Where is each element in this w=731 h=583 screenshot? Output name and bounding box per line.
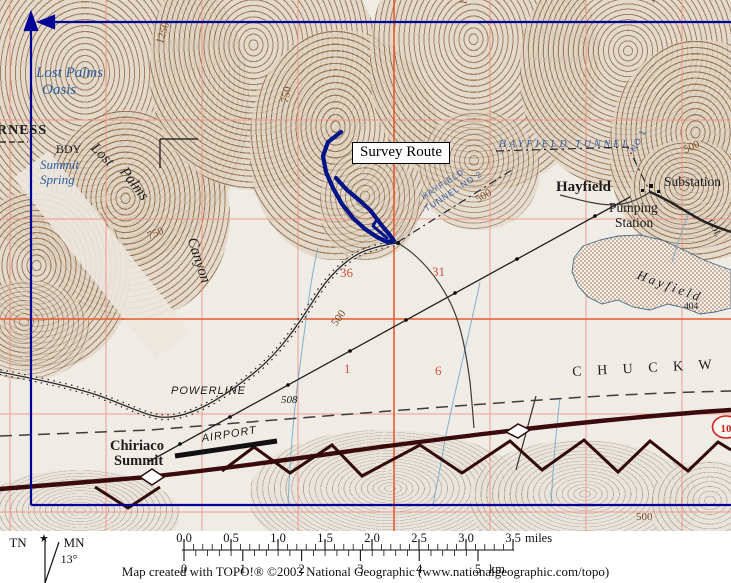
utm-grid	[0, 0, 731, 531]
label-pumping-2: Station	[615, 215, 654, 230]
label-wilderness: RNESS	[0, 123, 48, 138]
label-chiriaco-1: Chiriaco	[110, 438, 164, 454]
mn-label: MN	[64, 535, 86, 550]
credit-line: Map created with TOPO!® ©2003 National G…	[121, 564, 610, 579]
label-tunnel1: HAYFIELD TUNNEL	[499, 139, 631, 150]
scale-ruler	[182, 539, 514, 561]
section-36: 36	[340, 265, 353, 280]
label-powerline: POWERLINE	[171, 385, 247, 397]
map-area[interactable]: 10 Lost Palms Oasis RNESS BDY Summit Spr…	[0, 0, 731, 531]
svg-text:4: 4	[416, 562, 423, 576]
survey-route-path[interactable]	[320, 129, 397, 245]
svg-text:2.5: 2.5	[411, 531, 427, 545]
section-31: 31	[432, 264, 445, 279]
label-spot-508: 508	[281, 394, 298, 406]
label-lost-palms-oasis-2: Oasis	[42, 82, 77, 98]
neatline	[23, 9, 731, 507]
svg-text:2.0: 2.0	[364, 531, 380, 545]
declination-angle: 13°	[61, 552, 78, 566]
scale-miles-labels: 0.0 0.5 1.0 1.5 2.0 2.5 3.0 3.5 miles	[176, 531, 552, 545]
zigzag-line	[94, 438, 731, 510]
label-lake-elev: 404	[684, 302, 699, 312]
interstate-10-shield: 10	[711, 415, 731, 439]
tn-label: TN	[9, 535, 27, 550]
runway	[174, 438, 278, 459]
section-6: 6	[435, 363, 442, 378]
north-arrow-icon	[23, 9, 39, 32]
hayfield-lake	[571, 234, 731, 315]
section-1: 1	[344, 361, 351, 376]
contour-500-d: 500	[636, 511, 653, 523]
hills-route-knob	[320, 150, 420, 260]
hills-left-small	[0, 280, 90, 380]
boundary-marks	[0, 138, 198, 168]
label-pumping-1: Pumping	[609, 200, 658, 215]
svg-text:1.5: 1.5	[317, 531, 333, 545]
interchange-symbols	[138, 423, 532, 486]
svg-text:3.5: 3.5	[505, 531, 521, 545]
map-footer: ★ TN MN 13°	[0, 531, 731, 583]
aqueduct-east	[649, 190, 731, 234]
label-lost-palms-oasis-1: Lost Palms	[36, 65, 104, 81]
boundary-dashed-line	[0, 390, 731, 437]
label-chiriaco-2: Summit	[114, 453, 164, 469]
powerline	[147, 196, 631, 463]
true-north-star-icon: ★	[39, 532, 49, 545]
label-hayfield-town: Hayfield	[556, 179, 611, 195]
label-bdy: BDY	[56, 142, 82, 156]
svg-text:0.5: 0.5	[223, 531, 239, 545]
svg-text:2: 2	[298, 562, 304, 576]
utm-grid-major	[0, 0, 731, 531]
hayfield-tunnels	[397, 146, 651, 243]
survey-route-callout[interactable]: Survey Route	[352, 142, 451, 164]
label-substation: Substation	[664, 174, 722, 189]
hills-tunnel-knob	[420, 110, 540, 230]
svg-text:0.0: 0.0	[176, 531, 192, 545]
svg-text:3: 3	[357, 562, 363, 576]
svg-text:0: 0	[181, 562, 187, 576]
label-summit-spring-2: Spring	[40, 172, 75, 187]
structures	[396, 184, 660, 245]
svg-text:1.0: 1.0	[270, 531, 286, 545]
svg-text:5: 5	[475, 562, 481, 576]
label-summit-spring-1: Summit	[40, 157, 79, 172]
aqueduct-canal	[0, 240, 399, 421]
svg-text:km: km	[489, 562, 505, 576]
shield-number: 10	[721, 423, 731, 435]
scale-km-labels: 0 1 2 3 4 5 km	[181, 562, 505, 576]
declination-diagram	[44, 541, 60, 583]
svg-text:3.0: 3.0	[458, 531, 474, 545]
interstate-10-freeway	[0, 407, 731, 492]
svg-text:1: 1	[240, 562, 246, 576]
svg-text:miles: miles	[525, 531, 552, 545]
west-arrow-icon	[36, 14, 56, 30]
hills-right-low	[630, 140, 731, 250]
